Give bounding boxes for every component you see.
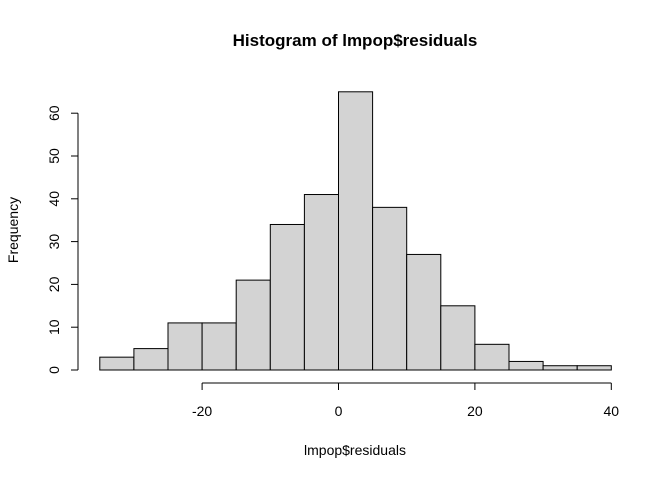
histogram-bar [406,253,442,371]
histogram-bar [269,223,305,371]
histogram-bar [133,348,169,371]
y-axis-label: Frequency [5,197,21,263]
bars-group [99,91,612,371]
y-tick-label: 50 [46,148,62,164]
y-axis: 0 10 20 30 40 50 60 [46,105,79,374]
histogram-bar [201,322,237,371]
histogram-bar [235,279,271,371]
y-tick-label: 60 [46,105,62,121]
y-tick-label: 0 [46,366,62,374]
x-tick-label: -20 [192,403,212,419]
histogram-bar [440,305,476,371]
y-tick-label: 30 [46,234,62,250]
y-tick-label: 10 [46,319,62,335]
histogram-bar [474,343,510,371]
histogram-bar [99,356,135,371]
x-tick-label: 20 [467,403,483,419]
x-tick-label: 0 [335,403,343,419]
y-tick-label: 20 [46,276,62,292]
histogram-bar [576,365,612,371]
x-tick-label: 40 [604,403,620,419]
histogram-bar [508,360,544,371]
histogram-bar [167,322,203,371]
chart-title: Histogram of lmpop$residuals [233,31,478,50]
x-axis-label: lmpop$residuals [304,442,406,458]
histogram-bar [338,91,374,371]
x-axis: -20 0 20 40 [192,382,620,419]
histogram-bar [542,365,578,371]
histogram-bar [372,206,408,371]
y-tick-label: 40 [46,191,62,207]
histogram-bar [303,194,339,371]
